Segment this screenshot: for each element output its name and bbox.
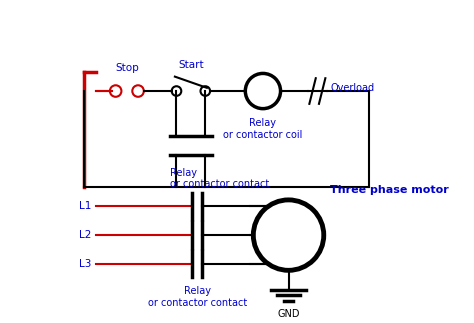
Text: L3: L3 [79, 259, 91, 269]
Text: Start: Start [178, 60, 204, 70]
Text: Relay
or contactor contact: Relay or contactor contact [148, 287, 247, 308]
Text: L2: L2 [79, 230, 91, 240]
Text: Stop: Stop [115, 63, 139, 73]
Text: L1: L1 [79, 201, 91, 211]
Text: Overload: Overload [330, 83, 374, 93]
Text: Three phase motor: Three phase motor [330, 185, 449, 195]
Text: Relay
or contactor contact: Relay or contactor contact [170, 168, 269, 190]
Text: GND: GND [277, 309, 300, 319]
Text: Relay
or contactor coil: Relay or contactor coil [223, 118, 302, 140]
